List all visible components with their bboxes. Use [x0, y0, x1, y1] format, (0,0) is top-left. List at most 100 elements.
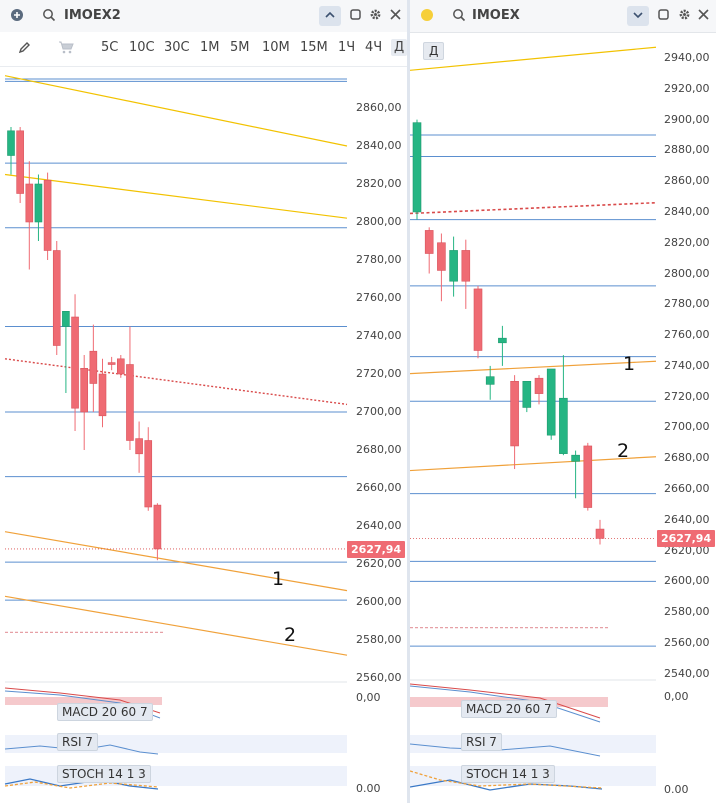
ticker-name[interactable]: IMOEX: [472, 8, 520, 23]
close-icon[interactable]: [698, 0, 709, 32]
annotation-1: 1: [623, 353, 636, 375]
y-tick-label: 2660,00: [356, 481, 402, 494]
candle-body: [25, 183, 34, 223]
y-tick-label: 2640,00: [664, 512, 710, 526]
y-tick-label: 2860,00: [356, 101, 402, 114]
timeframe-10s[interactable]: 10С: [129, 40, 155, 55]
last-price-badge: 2627,94: [657, 530, 716, 547]
timeframe-5s[interactable]: 5С: [101, 40, 119, 55]
candle-body: [107, 362, 116, 365]
y-tick-label: 2780,00: [356, 253, 402, 266]
trendline-yellow: [4, 75, 348, 147]
candle-body: [559, 397, 568, 454]
chart-pane-right[interactable]: IMOEX Д 2940,00 2920,00 2900,00 2880,00 2860…: [410, 0, 716, 803]
stoch-indicator-label[interactable]: STOCH 14 1 3: [57, 765, 151, 783]
y-tick-label: 2540,00: [664, 666, 710, 680]
candle-body: [498, 337, 507, 344]
collapse-button[interactable]: [319, 6, 341, 26]
candle-body: [71, 316, 79, 409]
pane-header: IMOEX: [410, 0, 716, 33]
y-tick-label: 2900,00: [664, 112, 710, 126]
candle-body: [510, 380, 519, 447]
rsi-panel: [410, 735, 656, 753]
gear-icon[interactable]: [678, 0, 691, 32]
stoch-k-line: [4, 778, 159, 790]
y-tick-label: 2820,00: [664, 235, 710, 249]
maximize-icon[interactable]: [658, 0, 669, 32]
timeframe-4h[interactable]: 4Ч: [365, 40, 383, 55]
annotation-2: 2: [284, 624, 297, 646]
rsi-indicator-label[interactable]: RSI 7: [461, 733, 502, 751]
candle-body: [424, 230, 434, 254]
macd-histogram: [5, 697, 162, 705]
ticker-name[interactable]: IMOEX2: [64, 8, 121, 23]
stoch-d-line: [4, 781, 159, 789]
y-tick-label: 2680,00: [664, 451, 710, 465]
macd-line: [410, 683, 601, 719]
y-tick-label: 2560,00: [356, 671, 402, 684]
macd-signal: [410, 685, 601, 723]
macd-zero-label: 0,00: [356, 691, 381, 704]
y-tick-label: 2580,00: [664, 605, 710, 619]
y-tick-label: 2840,00: [356, 139, 402, 152]
candle-body: [52, 250, 61, 346]
candle-body: [62, 311, 70, 327]
candle-body: [16, 130, 24, 194]
timeframe-5m[interactable]: 5М: [230, 40, 250, 55]
pencil-icon[interactable]: [18, 41, 31, 58]
trendline-orange: [4, 531, 348, 592]
y-tick-label: 2680,00: [356, 443, 402, 456]
gear-icon[interactable]: [369, 0, 382, 32]
trendline-dotted: [410, 201, 657, 215]
y-tick-label: 2580,00: [356, 633, 402, 646]
trendline-yellow: [410, 46, 657, 71]
cart-icon[interactable]: [58, 41, 74, 58]
y-tick-label: 2780,00: [664, 297, 710, 311]
candle-body: [583, 445, 593, 508]
candle-body: [595, 528, 605, 539]
close-icon[interactable]: [390, 0, 401, 32]
search-icon[interactable]: [42, 0, 56, 32]
candle-body: [522, 380, 532, 408]
maximize-icon[interactable]: [350, 0, 361, 32]
y-tick-label: 2800,00: [664, 266, 710, 280]
y-tick-label: 2600,00: [664, 574, 710, 588]
candle-body: [153, 504, 162, 550]
chart-pane-left[interactable]: IMOEX2 5С 10С 30С 1М 5М 10М 15М 1Ч 4Ч Д: [0, 0, 407, 803]
candle-body: [144, 440, 153, 508]
macd-indicator-label[interactable]: MACD 20 60 7: [461, 700, 557, 718]
stoch-zero-label: 0.00: [356, 782, 381, 795]
y-tick-label: 2840,00: [664, 204, 710, 218]
macd-indicator-label[interactable]: MACD 20 60 7: [57, 703, 153, 721]
candle-body: [34, 183, 43, 223]
trendline-orange: [4, 595, 348, 656]
timeframe-day[interactable]: Д: [391, 39, 407, 56]
candle-body: [485, 376, 495, 385]
add-icon[interactable]: [10, 0, 24, 32]
stoch-zero-label: 0.00: [664, 783, 689, 796]
timeframe-15m[interactable]: 15М: [300, 40, 328, 55]
y-tick-label: 2700,00: [664, 420, 710, 434]
rsi-indicator-label[interactable]: RSI 7: [57, 733, 98, 751]
y-tick-label: 2860,00: [664, 174, 710, 188]
candle-body: [80, 367, 88, 413]
timeframe-1m[interactable]: 1М: [200, 40, 220, 55]
y-tick-label: 2600,00: [356, 595, 402, 608]
timeframe-10m[interactable]: 10М: [262, 40, 290, 55]
timeframe-30s[interactable]: 30С: [164, 40, 190, 55]
timeframe-1h[interactable]: 1Ч: [338, 40, 356, 55]
search-icon[interactable]: [452, 0, 466, 32]
candle-body: [135, 438, 143, 455]
expand-button[interactable]: [627, 6, 649, 26]
stoch-indicator-label[interactable]: STOCH 14 1 3: [461, 765, 555, 783]
trendline-orange: [410, 360, 657, 375]
pane-header: IMOEX2: [0, 0, 407, 33]
candle-body: [473, 288, 483, 351]
y-tick-label: 2620,00: [356, 557, 402, 570]
candle-body: [534, 377, 544, 394]
candle-body: [43, 179, 52, 251]
timeframe-tag[interactable]: Д: [423, 42, 445, 60]
candle-body: [89, 350, 98, 384]
price-chart-left[interactable]: [0, 66, 407, 803]
trendline-orange: [410, 456, 657, 472]
